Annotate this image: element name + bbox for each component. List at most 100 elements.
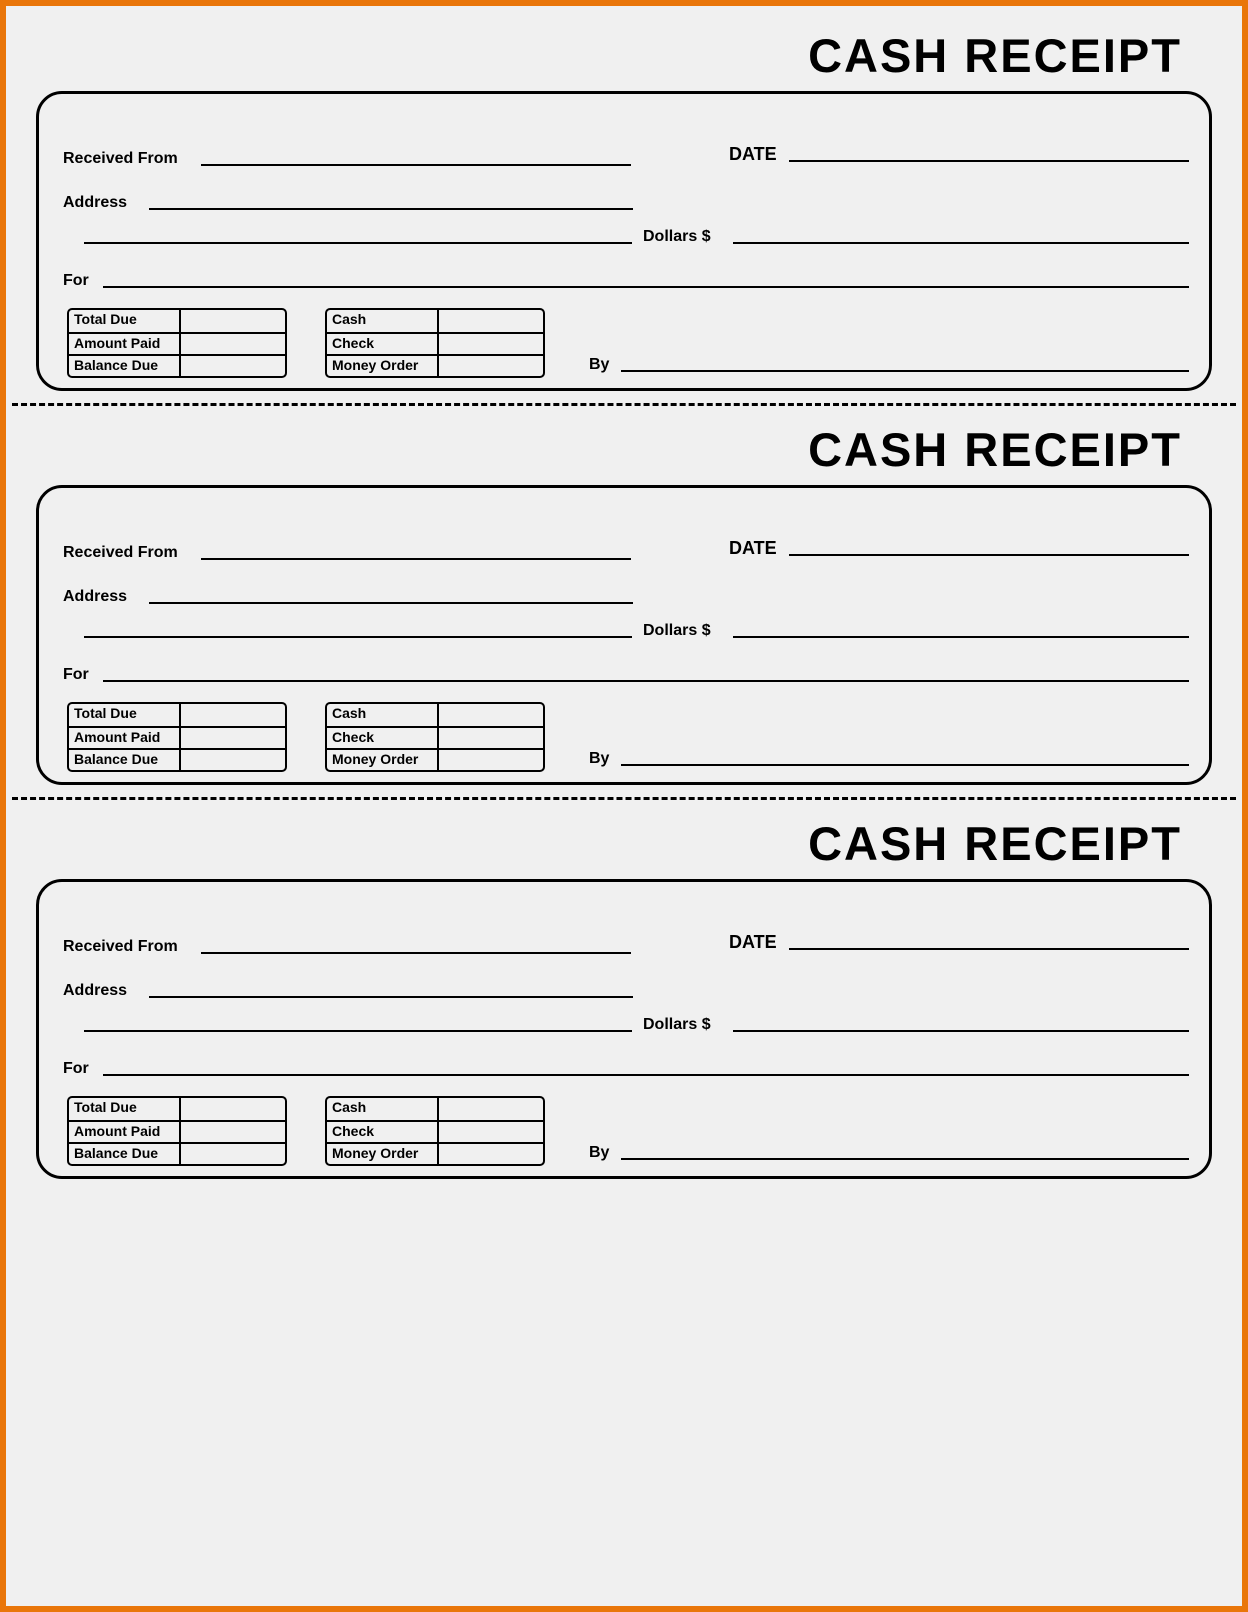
by-line[interactable] [621, 1158, 1189, 1160]
page-frame: CASH RECEIPT Received From DATE Address … [0, 0, 1248, 1612]
amount-paid-value[interactable] [181, 728, 285, 748]
balance-due-value[interactable] [181, 1144, 285, 1164]
balance-due-label: Balance Due [69, 1144, 181, 1164]
dollars-label: Dollars $ [643, 228, 711, 246]
received-from-label: Received From [63, 150, 178, 168]
by-line[interactable] [621, 764, 1189, 766]
total-due-value[interactable] [181, 1098, 285, 1120]
total-due-label: Total Due [69, 1098, 181, 1120]
table-row: Amount Paid [69, 1120, 285, 1142]
balance-due-value[interactable] [181, 356, 285, 376]
payment-table: Cash Check Money Order [325, 702, 545, 772]
check-value[interactable] [439, 1122, 543, 1142]
table-row: Balance Due [69, 354, 285, 376]
date-label: DATE [729, 932, 777, 953]
check-value[interactable] [439, 728, 543, 748]
received-from-line[interactable] [201, 558, 631, 560]
for-line[interactable] [103, 680, 1189, 682]
for-label: For [63, 1060, 89, 1078]
money-order-value[interactable] [439, 356, 543, 376]
table-row: Amount Paid [69, 332, 285, 354]
amounts-table: Total Due Amount Paid Balance Due [67, 702, 287, 772]
receipt-title: CASH RECEIPT [808, 29, 1182, 82]
table-row: Total Due [69, 310, 285, 332]
received-from-label: Received From [63, 938, 178, 956]
date-line[interactable] [789, 160, 1189, 162]
received-from-label: Received From [63, 544, 178, 562]
receipt-block: CASH RECEIPT Received From DATE Address … [36, 806, 1212, 1179]
cash-label: Cash [327, 310, 439, 332]
payment-table: Cash Check Money Order [325, 1096, 545, 1166]
table-row: Amount Paid [69, 726, 285, 748]
receipt-title: CASH RECEIPT [808, 423, 1182, 476]
receipt-box: Received From DATE Address Dollars $ For… [36, 879, 1212, 1179]
money-order-label: Money Order [327, 750, 439, 770]
total-due-label: Total Due [69, 704, 181, 726]
amounts-table: Total Due Amount Paid Balance Due [67, 308, 287, 378]
table-row: Total Due [69, 1098, 285, 1120]
cash-value[interactable] [439, 1098, 543, 1120]
total-due-label: Total Due [69, 310, 181, 332]
tear-line [12, 797, 1236, 800]
date-line[interactable] [789, 554, 1189, 556]
address-line[interactable] [149, 996, 633, 998]
cash-value[interactable] [439, 310, 543, 332]
amount-paid-value[interactable] [181, 1122, 285, 1142]
table-row: Total Due [69, 704, 285, 726]
check-label: Check [327, 1122, 439, 1142]
table-row: Money Order [327, 748, 543, 770]
amount-paid-label: Amount Paid [69, 728, 181, 748]
total-due-value[interactable] [181, 704, 285, 726]
check-label: Check [327, 334, 439, 354]
date-line[interactable] [789, 948, 1189, 950]
dollars-label: Dollars $ [643, 1016, 711, 1034]
by-label: By [589, 356, 609, 374]
money-order-value[interactable] [439, 750, 543, 770]
check-label: Check [327, 728, 439, 748]
by-label: By [589, 1144, 609, 1162]
title-row: CASH RECEIPT [36, 412, 1212, 485]
receipt-box: Received From DATE Address Dollars $ For… [36, 485, 1212, 785]
amount-paid-label: Amount Paid [69, 334, 181, 354]
table-row: Check [327, 726, 543, 748]
total-due-value[interactable] [181, 310, 285, 332]
money-order-label: Money Order [327, 356, 439, 376]
amount-words-line[interactable] [84, 636, 632, 638]
for-label: For [63, 272, 89, 290]
title-row: CASH RECEIPT [36, 18, 1212, 91]
cash-value[interactable] [439, 704, 543, 726]
for-label: For [63, 666, 89, 684]
balance-due-value[interactable] [181, 750, 285, 770]
address-line[interactable] [149, 208, 633, 210]
check-value[interactable] [439, 334, 543, 354]
by-line[interactable] [621, 370, 1189, 372]
table-row: Balance Due [69, 748, 285, 770]
table-row: Balance Due [69, 1142, 285, 1164]
address-line[interactable] [149, 602, 633, 604]
for-line[interactable] [103, 286, 1189, 288]
table-row: Cash [327, 1098, 543, 1120]
amount-paid-label: Amount Paid [69, 1122, 181, 1142]
money-order-label: Money Order [327, 1144, 439, 1164]
cash-label: Cash [327, 1098, 439, 1120]
date-label: DATE [729, 538, 777, 559]
table-row: Check [327, 1120, 543, 1142]
receipt-block: CASH RECEIPT Received From DATE Address … [36, 412, 1212, 785]
dollars-line[interactable] [733, 242, 1189, 244]
table-row: Cash [327, 704, 543, 726]
dollars-label: Dollars $ [643, 622, 711, 640]
for-line[interactable] [103, 1074, 1189, 1076]
table-row: Money Order [327, 354, 543, 376]
balance-due-label: Balance Due [69, 750, 181, 770]
amount-words-line[interactable] [84, 242, 632, 244]
dollars-line[interactable] [733, 636, 1189, 638]
address-label: Address [63, 194, 127, 212]
received-from-line[interactable] [201, 164, 631, 166]
amount-words-line[interactable] [84, 1030, 632, 1032]
received-from-line[interactable] [201, 952, 631, 954]
table-row: Check [327, 332, 543, 354]
date-label: DATE [729, 144, 777, 165]
dollars-line[interactable] [733, 1030, 1189, 1032]
amount-paid-value[interactable] [181, 334, 285, 354]
money-order-value[interactable] [439, 1144, 543, 1164]
